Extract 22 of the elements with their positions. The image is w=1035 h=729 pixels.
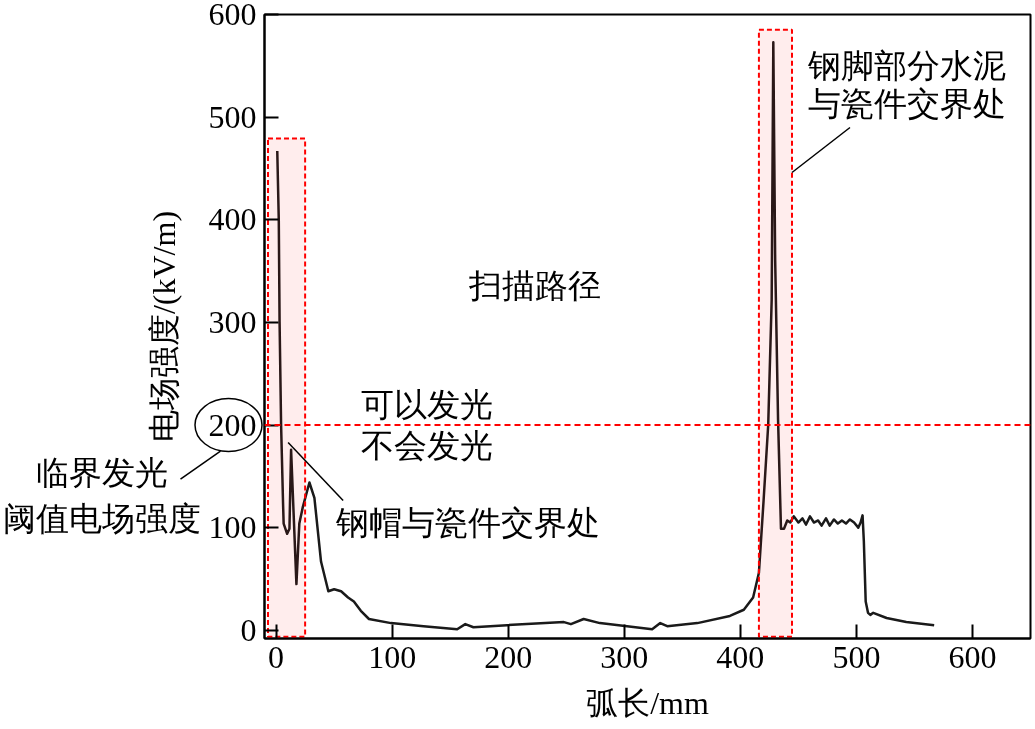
x-tick-label: 500	[832, 638, 881, 675]
annotation: 扫描路径	[467, 267, 601, 304]
y-tick-label: 500	[208, 98, 257, 135]
x-tick-label: 100	[368, 638, 417, 675]
y-axis-title: 电场强度/(kV/m)	[145, 210, 182, 443]
band-label: 钢帽与瓷件交界处	[335, 504, 601, 541]
x-tick-label: 0	[268, 638, 285, 675]
y-tick-label: 600	[208, 0, 257, 32]
band-label: 钢脚部分水泥与瓷件交界处	[807, 47, 1006, 122]
y-tick-label: 200	[208, 406, 257, 443]
x-tick-label: 200	[484, 638, 533, 675]
ref-line-label: 临界发光阈值电场强度	[2, 455, 201, 538]
y-tick-label: 300	[208, 303, 257, 340]
annotation: 不会发光	[360, 428, 493, 465]
annotation: 可以发光	[360, 387, 493, 424]
x-axis-title: 弧长/mm	[586, 684, 709, 721]
y-tick-label: 100	[208, 509, 257, 546]
x-tick-label: 400	[716, 638, 765, 675]
x-tick-label: 600	[948, 638, 997, 675]
y-tick-label: 400	[208, 201, 257, 238]
x-tick-label: 300	[600, 638, 649, 675]
y-tick-label: 0	[240, 611, 257, 648]
